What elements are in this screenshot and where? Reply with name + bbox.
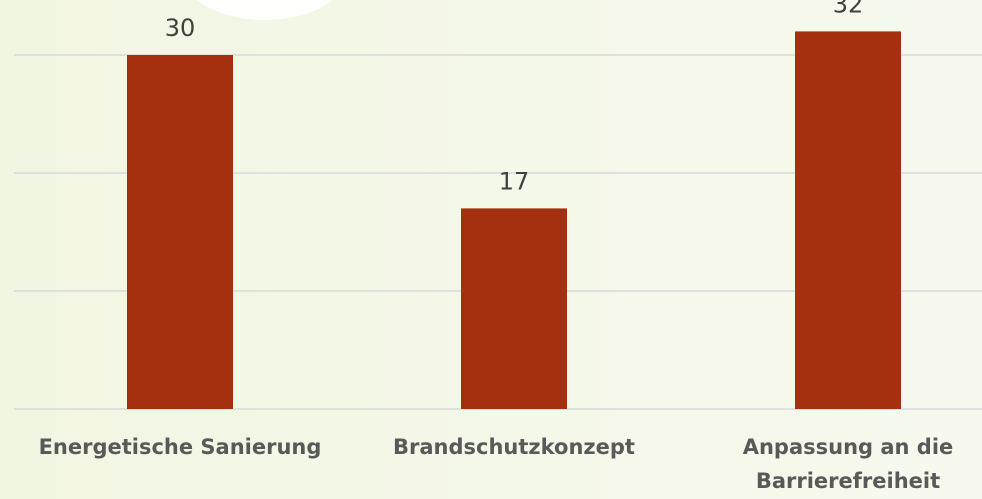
x-tick-label: Brandschutzkonzept <box>393 435 635 459</box>
x-tick-label: Energetische Sanierung <box>38 435 322 459</box>
value-label: 17 <box>499 167 530 195</box>
bar <box>127 55 233 409</box>
bar <box>795 31 901 410</box>
value-label: 30 <box>165 14 196 42</box>
value-label: 32 <box>833 0 864 18</box>
bar <box>461 208 567 409</box>
x-tick-label: Anpassung an die Barrierefreiheit <box>742 435 954 493</box>
